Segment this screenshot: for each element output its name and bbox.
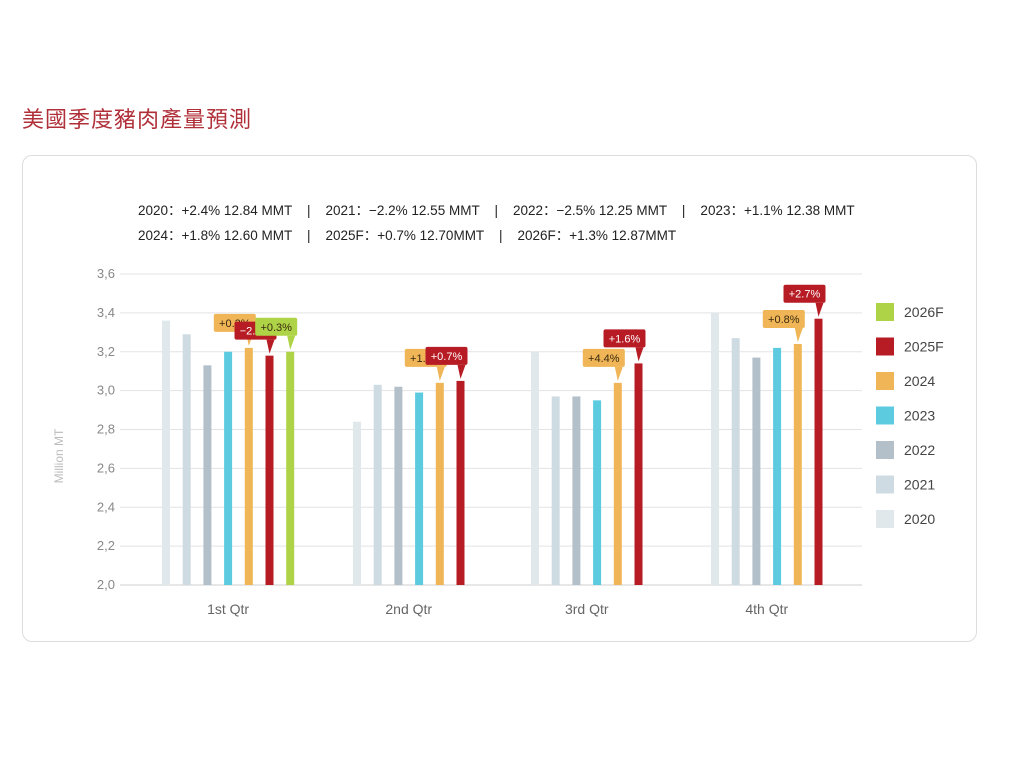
legend-label-2024: 2024 (904, 373, 935, 389)
bar-2022-4 (752, 357, 761, 585)
y-tick-label: 3,6 (97, 266, 115, 281)
annotation-pointer (614, 366, 623, 381)
bar-2021-3 (551, 396, 560, 585)
bar-2024-2 (435, 382, 444, 585)
legend-swatch-2020 (876, 510, 894, 528)
annotation-label: +1.6% (609, 333, 641, 345)
summary-line-1: 2020：+2.4% 12.84 MMT | 2021：−2.2% 12.55 … (138, 203, 855, 218)
y-tick-label: 3,4 (97, 305, 115, 320)
bar-2023-2 (415, 392, 424, 585)
legend-swatch-2025F (876, 337, 894, 356)
y-tick-label: 2,4 (97, 499, 115, 514)
bar-2026F-1 (286, 351, 295, 585)
annotation-pointer (436, 366, 445, 381)
y-tick-label: 2,0 (97, 577, 115, 592)
bar-2024-3 (613, 382, 622, 585)
annotation-box (603, 329, 646, 348)
legend-swatch-2023 (876, 406, 894, 425)
page-title: 美國季度豬肉產量預測 (22, 107, 253, 132)
x-category-label: 1st Qtr (207, 601, 249, 617)
y-tick-label: 2,6 (97, 460, 115, 475)
annotation-pointer (815, 302, 824, 317)
x-category-label: 3rd Qtr (565, 601, 609, 617)
annotation-box (762, 309, 805, 328)
bar-2025F-1 (265, 355, 274, 585)
bar-2020-2 (353, 421, 361, 585)
bar-2024-4 (793, 343, 802, 585)
bar-2022-3 (572, 396, 581, 585)
bar-2024-1 (244, 347, 253, 585)
legend-label-2022: 2022 (904, 442, 935, 458)
annotation-box (582, 348, 625, 367)
annotation-pointer (635, 347, 644, 362)
y-tick-label: 2,8 (97, 422, 115, 437)
annotation-label: +0.8% (768, 314, 800, 326)
annotation-label: +0.7% (431, 351, 463, 363)
annotation-label: +2.7% (789, 289, 821, 301)
legend-label-2026F: 2026F (904, 304, 944, 320)
bar-2023-1 (224, 351, 233, 585)
bar-2025F-2 (456, 380, 465, 585)
legend-label-2020: 2020 (904, 511, 935, 527)
legend-swatch-2022 (876, 441, 894, 459)
legend-swatch-2026F (876, 303, 894, 321)
y-axis-label: Million MT (52, 428, 66, 483)
bar-2023-3 (593, 400, 602, 585)
annotation-box (783, 284, 826, 303)
bar-2021-1 (182, 334, 191, 585)
annotation-pointer (266, 339, 275, 354)
legend-swatch-2024 (876, 372, 894, 390)
legend-label-2021: 2021 (904, 477, 935, 493)
annotation-label: +4.4% (588, 353, 620, 365)
bar-2020-1 (162, 320, 170, 585)
bar-2022-1 (203, 365, 212, 585)
annotation-pointer (794, 327, 803, 342)
summary-line-2: 2024：+1.8% 12.60 MMT | 2025F：+0.7% 12.70… (138, 228, 677, 243)
bar-2025F-4 (814, 318, 823, 585)
bar-2022-2 (394, 386, 403, 585)
annotation-label: +0.3% (260, 322, 292, 334)
bar-2021-4 (731, 338, 740, 585)
bar-2025F-3 (634, 363, 643, 585)
bar-2020-3 (531, 351, 539, 585)
legend-swatch-2021 (876, 475, 894, 494)
bar-2023-4 (773, 347, 782, 585)
annotation-pointer (287, 335, 296, 350)
annotation-box (255, 317, 298, 336)
y-tick-label: 3,0 (97, 383, 115, 398)
annotation-box (425, 346, 468, 365)
legend-label-2023: 2023 (904, 408, 935, 424)
bar-2020-4 (711, 312, 719, 585)
bar-2021-2 (373, 384, 382, 585)
x-category-label: 2nd Qtr (385, 601, 432, 617)
y-tick-label: 2,2 (97, 538, 115, 553)
y-tick-label: 3,2 (97, 344, 115, 359)
annotation-pointer (457, 364, 466, 379)
legend-label-2025F: 2025F (904, 339, 944, 355)
x-category-label: 4th Qtr (745, 601, 788, 617)
